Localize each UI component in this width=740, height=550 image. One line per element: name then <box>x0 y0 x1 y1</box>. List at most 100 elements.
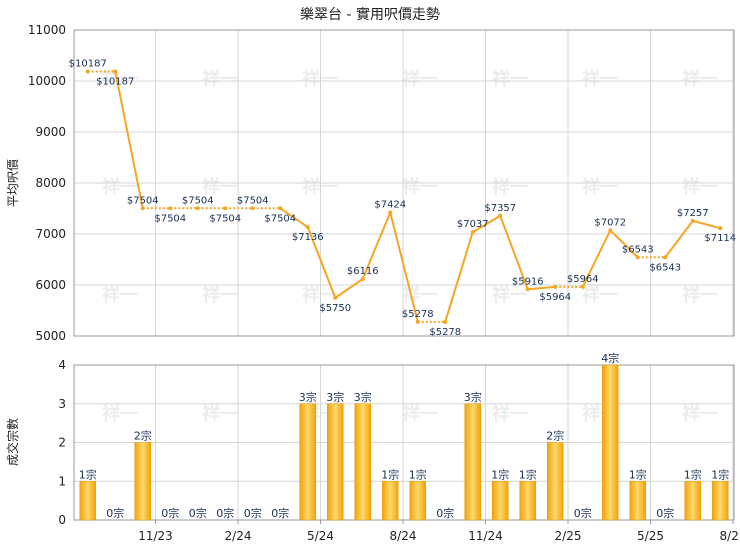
price-segment <box>609 229 639 259</box>
price-point <box>690 218 695 223</box>
price-point <box>305 225 310 230</box>
price-data-label: $7357 <box>484 203 516 214</box>
price-data-label: $7072 <box>594 217 626 228</box>
volume-bar <box>684 481 701 521</box>
volume-data-label: 0宗 <box>436 506 454 520</box>
price-segment <box>499 215 529 290</box>
price-plot-frame <box>73 29 735 337</box>
x-tick-label: 11/23 <box>138 529 173 543</box>
volume-data-label: 1宗 <box>519 467 537 481</box>
watermark-text: 祥一 <box>102 176 138 198</box>
volume-data-label: 1宗 <box>711 467 729 481</box>
watermark-text: 祥一 <box>582 176 618 198</box>
price-segment <box>527 285 556 291</box>
price-y-tick-label: 11000 <box>28 23 66 37</box>
volume-data-label: 0宗 <box>656 506 674 520</box>
price-point <box>443 319 448 324</box>
volume-data-label: 3宗 <box>464 390 482 404</box>
price-segment <box>692 219 721 230</box>
price-data-label: $7504 <box>264 213 296 224</box>
price-segment <box>664 220 694 258</box>
volume-data-label: 0宗 <box>216 506 234 520</box>
volume-bar <box>134 442 151 521</box>
price-point <box>415 319 420 324</box>
price-segment <box>306 226 337 299</box>
price-axis-title: 平均呎價 <box>6 159 20 207</box>
watermark-text: 祥一 <box>492 68 528 90</box>
price-segment <box>334 278 364 299</box>
volume-data-label: 3宗 <box>326 390 344 404</box>
volume-plot-frame <box>73 364 735 521</box>
price-data-label: $7136 <box>292 232 324 243</box>
volume-bar <box>409 481 426 521</box>
price-point <box>250 206 255 211</box>
volume-data-label: 0宗 <box>106 506 124 520</box>
volume-bar <box>492 481 509 521</box>
price-y-axis: 5000 6000 7000 8000 9000 10000 11000 <box>28 23 66 343</box>
price-data-label: $5278 <box>402 309 434 320</box>
volume-bar <box>327 403 344 521</box>
x-axis: 11/23 2/24 5/24 8/24 11/24 2/25 5/25 8/25 <box>138 520 740 543</box>
price-segment <box>472 214 501 233</box>
price-y-tick-label: 5000 <box>35 329 66 343</box>
price-segment <box>114 71 144 209</box>
volume-data-label: 0宗 <box>271 506 289 520</box>
volume-bar <box>712 481 729 521</box>
price-point <box>553 284 558 289</box>
volume-data-label: 0宗 <box>161 506 179 520</box>
volume-data-label: 4宗 <box>601 351 619 365</box>
volume-data-label: 0宗 <box>574 506 592 520</box>
price-data-label: $7504 <box>182 195 214 206</box>
price-point <box>113 69 118 74</box>
volume-data-label: 2宗 <box>546 429 564 443</box>
watermark-text: 祥一 <box>582 68 618 90</box>
price-y-tick-label: 8000 <box>35 176 66 190</box>
chart-title: 樂翠台 - 實用呎價走勢 <box>300 6 440 23</box>
price-data-label: $5916 <box>512 276 544 287</box>
volume-data-label: 1宗 <box>79 467 97 481</box>
volume-data-label: 3宗 <box>354 390 372 404</box>
price-data-label: $7257 <box>677 208 709 219</box>
x-tick-label: 5/25 <box>637 529 664 543</box>
watermark-text: 祥一 <box>492 176 528 198</box>
volume-y-tick-label: 4 <box>58 358 66 372</box>
volume-bar <box>602 364 619 521</box>
price-data-label: $7504 <box>154 213 186 224</box>
price-point <box>635 255 640 260</box>
volume-data-label: 3宗 <box>299 390 317 404</box>
volume-data-label: 1宗 <box>684 467 702 481</box>
price-segment <box>444 231 474 323</box>
watermark-text: 祥一 <box>682 176 718 198</box>
price-y-tick-label: 10000 <box>28 74 66 88</box>
watermark-text: 祥一 <box>402 403 438 425</box>
volume-bar <box>354 403 371 521</box>
price-point <box>168 206 173 211</box>
price-segment <box>361 211 392 280</box>
price-point <box>85 69 90 74</box>
volume-bar <box>519 481 536 521</box>
x-tick-label: 8/25 <box>720 529 740 543</box>
volume-data-label: 1宗 <box>629 467 647 481</box>
price-series <box>85 69 723 324</box>
price-y-tick-label: 9000 <box>35 125 66 139</box>
price-data-label: $7114 <box>704 233 736 244</box>
price-data-label: $7504 <box>127 195 159 206</box>
price-data-label: $5278 <box>429 327 461 338</box>
price-point <box>195 206 200 211</box>
x-tick-label: 2/24 <box>225 529 252 543</box>
price-point <box>470 230 475 235</box>
volume-data-label: 1宗 <box>491 467 509 481</box>
volume-bar <box>382 481 399 521</box>
price-point <box>608 228 613 233</box>
watermark-text: 祥一 <box>492 284 528 306</box>
watermark-text: 祥一 <box>402 176 438 198</box>
price-data-labels: $10187 $10187 $7504 $7504 $7504 $7504 $7504 $75… <box>69 58 737 337</box>
price-point <box>498 213 503 218</box>
volume-axis-title: 成交宗數 <box>5 418 20 466</box>
volume-y-tick-label: 0 <box>58 513 66 527</box>
price-point <box>360 277 365 282</box>
price-data-label: $5964 <box>567 274 599 285</box>
